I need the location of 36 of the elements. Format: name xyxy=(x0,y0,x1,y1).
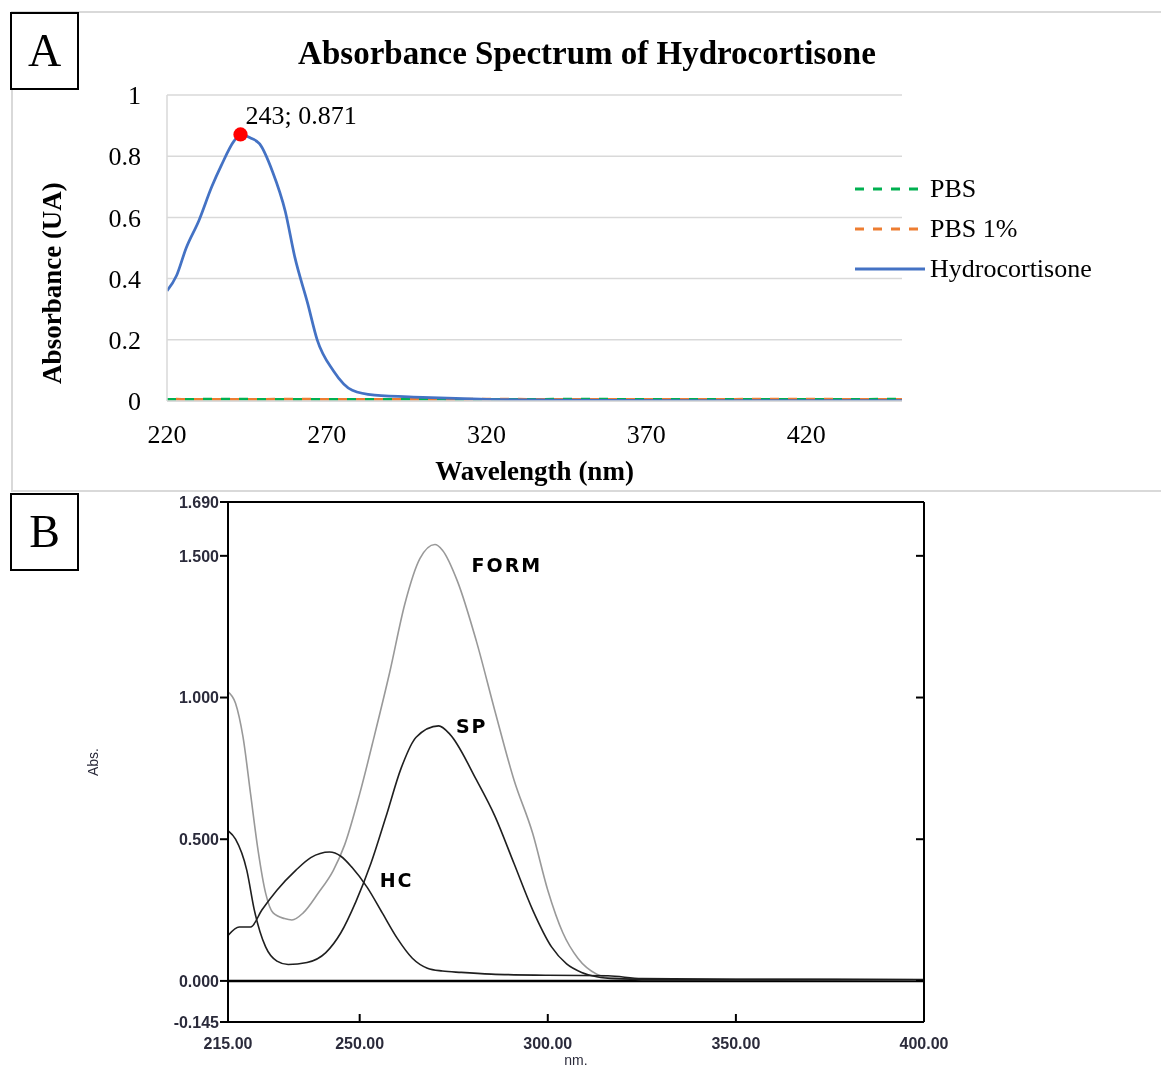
x-tick-label: 420 xyxy=(786,420,826,450)
y-tick-label: 1 xyxy=(128,81,141,111)
text: A xyxy=(27,25,62,76)
y-tick-label: 1.500 xyxy=(178,547,220,565)
x-tick-label: 300.00 xyxy=(523,1035,573,1053)
series-label: SP xyxy=(455,714,488,737)
y-tick-label: 0.000 xyxy=(178,972,220,990)
x-tick-label: 370 xyxy=(626,420,666,450)
legend-label: PBS xyxy=(930,174,977,204)
x-tick-label: 250.00 xyxy=(335,1035,385,1053)
y-tick-label: 1.000 xyxy=(178,689,220,707)
y-axis-title: Absorbance (UA) xyxy=(37,182,67,384)
y-tick-label: 0.8 xyxy=(108,142,141,172)
x-axis-title: nm. xyxy=(564,1052,588,1068)
data-label: 243; 0.871 xyxy=(245,100,357,130)
y-tick-label: 1.690 xyxy=(178,493,220,511)
series-label: HC xyxy=(379,868,414,891)
legend-label: Hydrocortisone xyxy=(930,254,1092,284)
x-tick-label: 215.00 xyxy=(203,1035,253,1053)
x-tick-label: 350.00 xyxy=(711,1035,761,1053)
y-tick-label: 0.6 xyxy=(108,203,141,233)
x-axis-title: Wavelength (nm) xyxy=(435,456,634,486)
y-tick-label: 0.4 xyxy=(108,264,141,294)
y-tick-label: 0.2 xyxy=(108,326,141,356)
y-tick-label: 0.500 xyxy=(178,830,220,848)
x-tick-label: 220 xyxy=(147,420,187,450)
y-tick-label: -0.145 xyxy=(173,1013,220,1031)
text: B xyxy=(29,506,60,557)
x-tick-label: 400.00 xyxy=(899,1035,949,1053)
legend-label: PBS 1% xyxy=(930,214,1018,244)
chart-title: Absorbance Spectrum of Hydrocortisone xyxy=(298,35,876,71)
series-label: FORM xyxy=(471,553,543,576)
y-axis-title: Abs. xyxy=(85,747,101,777)
x-tick-label: 270 xyxy=(307,420,347,450)
x-tick-label: 320 xyxy=(467,420,507,450)
y-tick-label: 0 xyxy=(128,387,141,417)
